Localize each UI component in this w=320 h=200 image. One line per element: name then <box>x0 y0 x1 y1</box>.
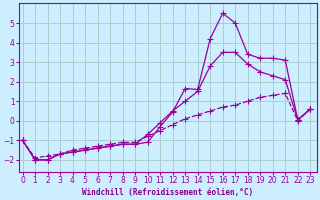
X-axis label: Windchill (Refroidissement éolien,°C): Windchill (Refroidissement éolien,°C) <box>82 188 253 197</box>
